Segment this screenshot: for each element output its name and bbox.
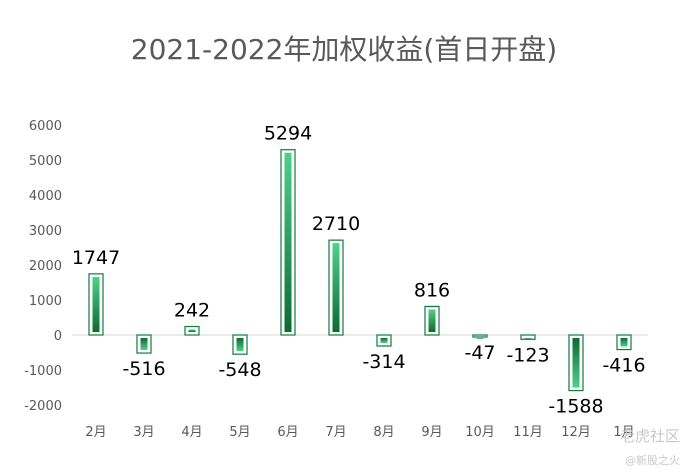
- bar: [236, 338, 244, 352]
- bar: [140, 338, 148, 351]
- x-tick-label: 7月: [325, 425, 346, 440]
- bar-outline: [472, 334, 488, 338]
- data-label: 1747: [72, 247, 120, 269]
- x-tick-label: 3月: [133, 425, 154, 440]
- bar-outline: [520, 334, 536, 340]
- y-tick-label: 5000: [29, 154, 62, 169]
- y-tick-label: 2000: [29, 259, 62, 274]
- bar: [524, 338, 532, 339]
- x-tick-label: 10月: [465, 425, 495, 440]
- y-tick-label: 6000: [29, 119, 62, 134]
- watermark-main: 老虎社区: [619, 427, 680, 445]
- x-tick-label: 4月: [181, 425, 202, 440]
- data-label: -548: [218, 359, 261, 381]
- x-tick-label: 8月: [373, 425, 394, 440]
- bar: [92, 276, 100, 332]
- data-label: -1588: [548, 396, 603, 418]
- y-tick-label: 0: [54, 329, 62, 344]
- data-label: 2710: [312, 213, 360, 235]
- bar: [620, 338, 628, 347]
- data-label: -516: [122, 358, 165, 380]
- y-tick-label: 3000: [29, 224, 62, 239]
- bar: [428, 309, 436, 332]
- x-tick-label: 11月: [513, 425, 543, 440]
- y-tick-label: 4000: [29, 189, 62, 204]
- data-label: -123: [506, 344, 549, 366]
- data-label: -314: [362, 351, 405, 373]
- bar: [332, 243, 340, 332]
- bar: [572, 338, 580, 388]
- x-tick-label: 1月: [613, 425, 634, 440]
- y-tick-label: -2000: [24, 399, 62, 414]
- data-label: 242: [174, 300, 210, 322]
- bar: [476, 338, 484, 339]
- x-tick-label: 9月: [421, 425, 442, 440]
- data-label: -416: [602, 355, 645, 377]
- y-tick-label: 1000: [29, 294, 62, 309]
- bar: [380, 338, 388, 343]
- x-tick-label: 2月: [85, 425, 106, 440]
- data-label: -47: [464, 342, 495, 364]
- x-tick-label: 5月: [229, 425, 250, 440]
- bar: [188, 329, 196, 332]
- watermark-sub: @新股之火: [625, 454, 680, 467]
- x-tick-label: 6月: [277, 425, 298, 440]
- data-label: 816: [414, 279, 450, 301]
- x-tick-label: 12月: [561, 425, 591, 440]
- chart-title: 2021-2022年加权收益(首日开盘): [130, 33, 558, 66]
- data-label: 5294: [264, 123, 312, 145]
- bar: [284, 152, 292, 332]
- y-tick-label: -1000: [24, 364, 62, 379]
